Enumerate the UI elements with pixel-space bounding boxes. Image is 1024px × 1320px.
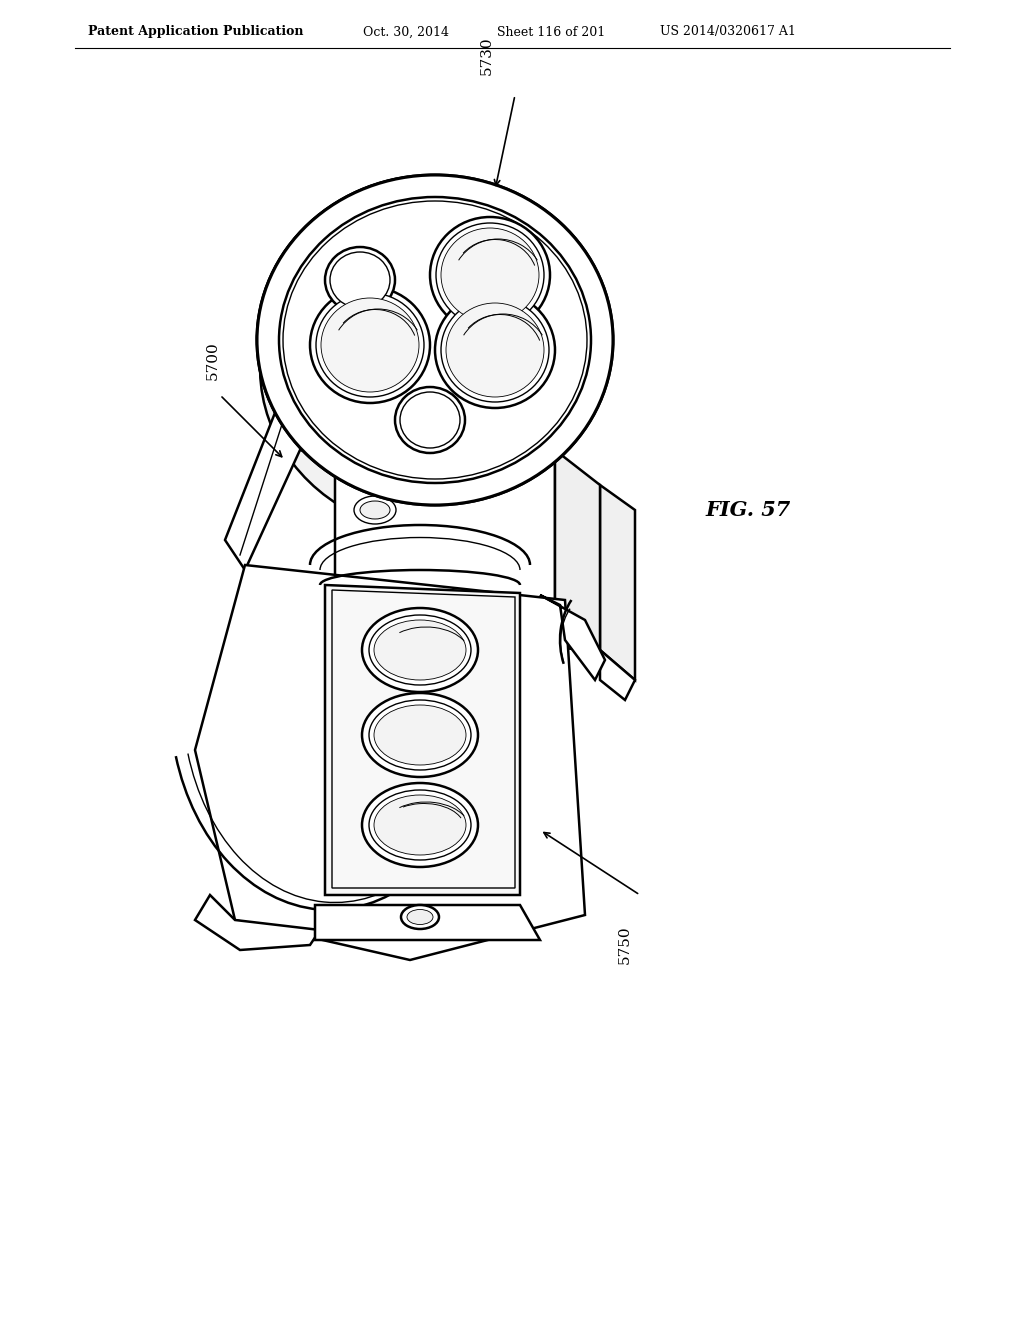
Text: Oct. 30, 2014: Oct. 30, 2014	[362, 25, 449, 38]
Ellipse shape	[362, 609, 478, 692]
Ellipse shape	[435, 292, 555, 408]
Polygon shape	[395, 624, 475, 671]
Ellipse shape	[374, 620, 466, 680]
Ellipse shape	[257, 176, 613, 506]
Ellipse shape	[310, 286, 430, 403]
Polygon shape	[315, 906, 540, 940]
Ellipse shape	[325, 247, 395, 313]
Polygon shape	[195, 565, 585, 960]
Ellipse shape	[330, 252, 390, 308]
Text: FIG. 57: FIG. 57	[705, 500, 791, 520]
Polygon shape	[540, 595, 605, 680]
Ellipse shape	[407, 909, 433, 924]
Ellipse shape	[374, 795, 466, 855]
Ellipse shape	[330, 252, 390, 308]
Ellipse shape	[369, 700, 471, 770]
Ellipse shape	[369, 789, 471, 861]
Ellipse shape	[310, 286, 430, 403]
Polygon shape	[195, 895, 319, 950]
Ellipse shape	[436, 223, 544, 327]
Ellipse shape	[436, 223, 544, 327]
Ellipse shape	[446, 304, 544, 397]
Polygon shape	[325, 585, 520, 895]
Ellipse shape	[441, 298, 549, 403]
Ellipse shape	[374, 705, 466, 766]
Text: 5730: 5730	[480, 37, 494, 75]
Ellipse shape	[362, 693, 478, 777]
Ellipse shape	[441, 298, 549, 403]
Ellipse shape	[446, 304, 544, 397]
Ellipse shape	[435, 292, 555, 408]
Ellipse shape	[316, 293, 424, 397]
Ellipse shape	[257, 176, 613, 506]
Polygon shape	[225, 400, 335, 570]
Ellipse shape	[400, 392, 460, 447]
Text: Sheet 116 of 201: Sheet 116 of 201	[497, 25, 605, 38]
Text: 5750: 5750	[618, 925, 632, 964]
Ellipse shape	[441, 228, 539, 322]
Ellipse shape	[395, 387, 465, 453]
Polygon shape	[600, 484, 635, 680]
Polygon shape	[555, 450, 600, 649]
Polygon shape	[600, 649, 635, 700]
Polygon shape	[257, 177, 543, 533]
Ellipse shape	[369, 615, 471, 685]
Text: Patent Application Publication: Patent Application Publication	[88, 25, 303, 38]
Ellipse shape	[430, 216, 550, 333]
Text: 5700: 5700	[206, 342, 220, 380]
Ellipse shape	[362, 783, 478, 867]
Ellipse shape	[325, 247, 395, 313]
Ellipse shape	[401, 906, 439, 929]
Ellipse shape	[400, 392, 460, 447]
Ellipse shape	[316, 293, 424, 397]
Ellipse shape	[321, 298, 419, 392]
Ellipse shape	[395, 387, 465, 453]
Ellipse shape	[430, 216, 550, 333]
Ellipse shape	[354, 496, 396, 524]
Ellipse shape	[360, 502, 390, 519]
Ellipse shape	[441, 228, 539, 322]
Polygon shape	[335, 430, 555, 620]
Ellipse shape	[321, 298, 419, 392]
Polygon shape	[335, 610, 600, 649]
Text: US 2014/0320617 A1: US 2014/0320617 A1	[660, 25, 796, 38]
